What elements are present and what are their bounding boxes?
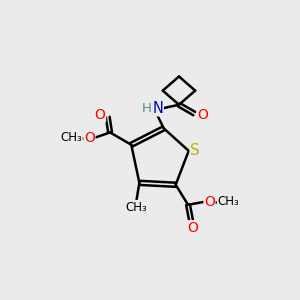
Text: CH₃: CH₃ xyxy=(126,200,147,214)
Text: O: O xyxy=(204,195,215,209)
Text: CH₃: CH₃ xyxy=(60,131,82,144)
Text: N: N xyxy=(152,101,163,116)
Text: O: O xyxy=(197,108,208,122)
Text: CH₃: CH₃ xyxy=(218,195,239,208)
Text: S: S xyxy=(190,143,200,158)
Text: O: O xyxy=(187,221,198,235)
Text: H: H xyxy=(142,102,152,115)
Text: O: O xyxy=(84,131,95,145)
Text: O: O xyxy=(94,108,106,122)
